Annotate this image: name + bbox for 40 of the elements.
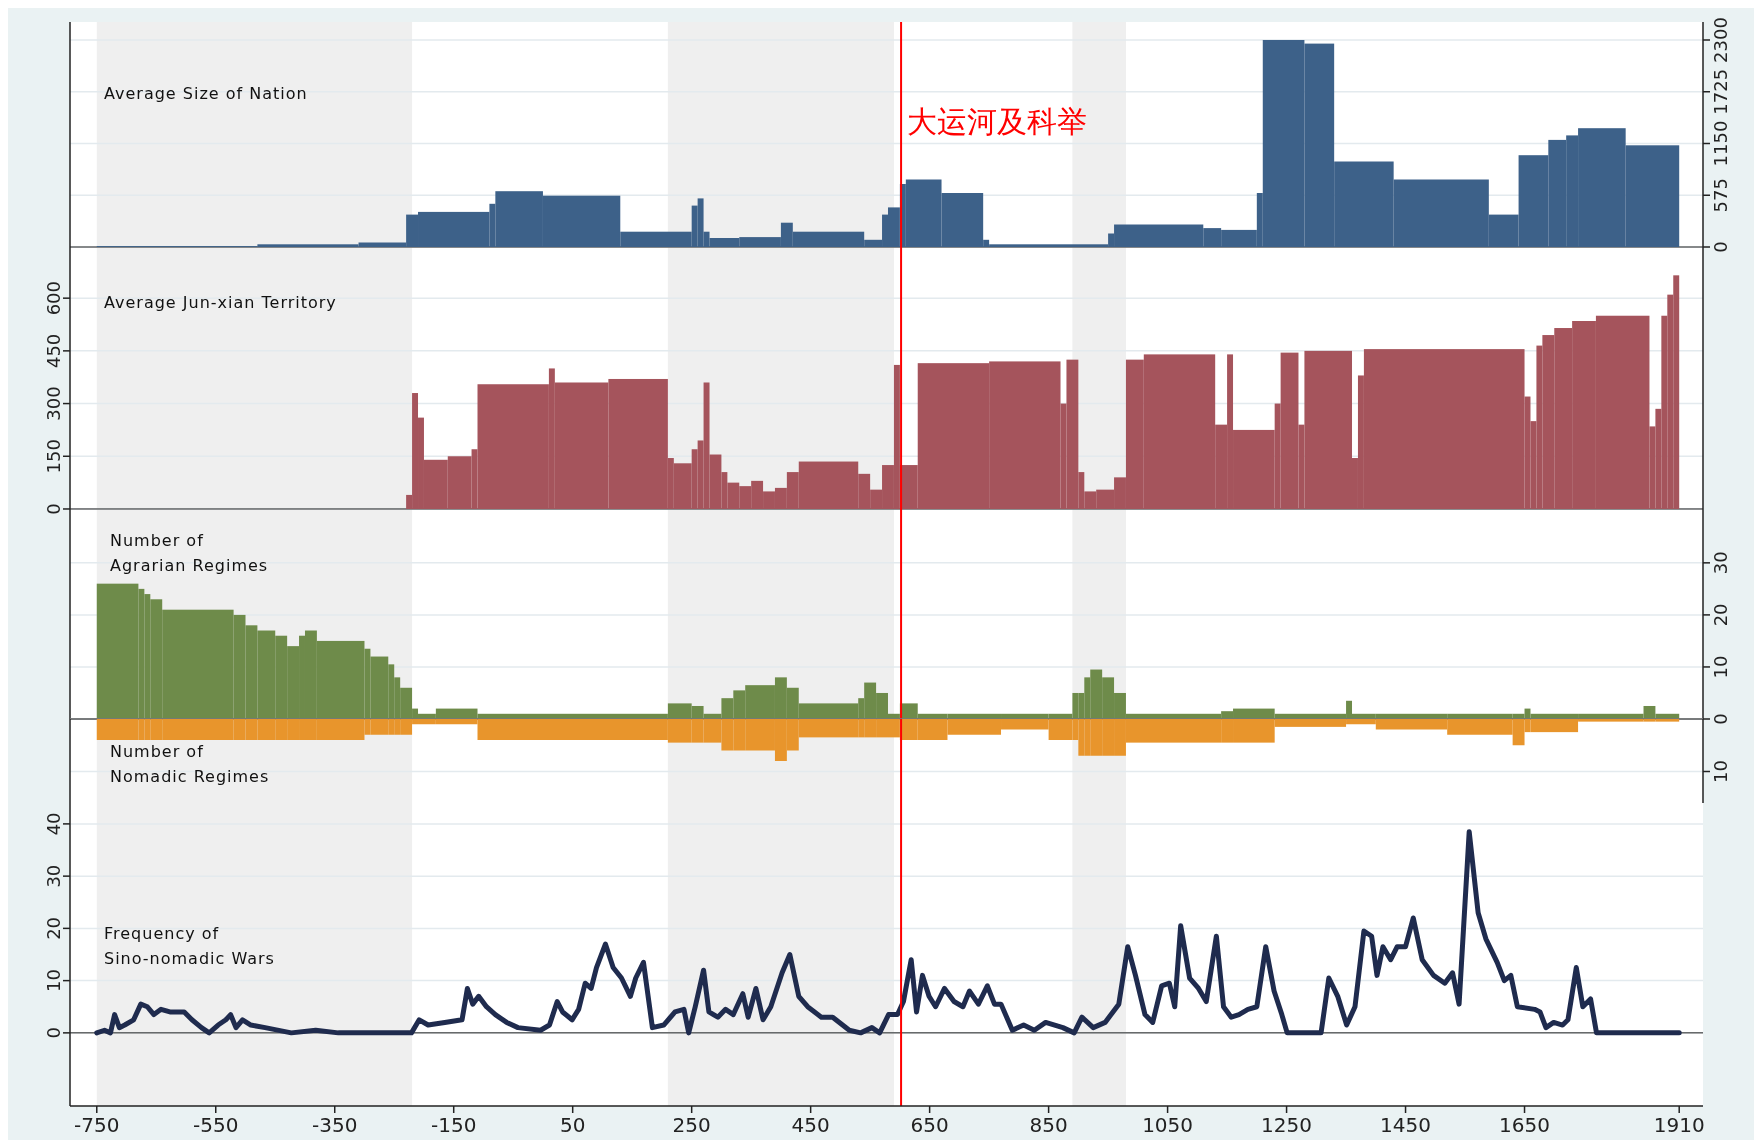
y2-tick-label: 0 — [1710, 241, 1731, 253]
y2-tick-label: 1150 — [1710, 120, 1731, 167]
x-tick-label: 1450 — [1380, 1113, 1431, 1137]
x-tick-label: -750 — [74, 1113, 120, 1137]
x-tick-label: -150 — [431, 1113, 477, 1137]
x-tick-label: -550 — [193, 1113, 239, 1137]
text: Average Size of Nation — [104, 84, 308, 104]
y-tick-label: 450 — [43, 333, 64, 369]
y-tick-label: 300 — [43, 386, 64, 421]
x-tick-label: -350 — [312, 1113, 358, 1137]
series-label: Number of Agrarian Regimes — [110, 531, 269, 575]
y-tick-label: 20 — [43, 916, 64, 940]
text: Frequency of Sino-nomadic Wars — [104, 924, 275, 969]
y-tick-label: 40 — [43, 812, 64, 836]
x-tick-label: 850 — [1029, 1113, 1068, 1137]
x-tick-label: 1910 — [1653, 1113, 1705, 1137]
y-tick-label: 0 — [43, 503, 64, 515]
y-tick-label: 30 — [43, 864, 64, 888]
y2-tick-label: 10 — [1710, 760, 1731, 783]
x-tick-label: 650 — [910, 1113, 949, 1137]
y2-tick-label: 20 — [1710, 603, 1731, 627]
y2-tick-label: 2300 — [1710, 17, 1731, 63]
x-tick-label: 250 — [672, 1113, 711, 1137]
x-tick-label: 1050 — [1142, 1113, 1194, 1137]
y-tick-label: 0 — [43, 1027, 64, 1039]
x-tick-label: 1250 — [1261, 1113, 1313, 1137]
ref-line-label: 大运河及科举 — [907, 105, 1088, 138]
y-tick-label: 10 — [43, 969, 64, 993]
y-tick-label: 150 — [43, 439, 64, 474]
y2-tick-label: 0 — [1710, 713, 1731, 725]
y2-tick-label: 10 — [1710, 655, 1731, 679]
series-label: Number of Nomadic Regimes — [110, 742, 270, 786]
y-tick-label: 600 — [43, 280, 64, 316]
text: Average Jun-xian Territory — [104, 293, 337, 312]
x-tick-label: 1650 — [1499, 1113, 1550, 1137]
y2-tick-label: 575 — [1710, 178, 1731, 213]
y2-tick-label: 30 — [1710, 551, 1731, 575]
x-tick-label: 50 — [559, 1113, 586, 1137]
x-tick-label: 450 — [791, 1113, 830, 1137]
y2-tick-label: 1725 — [1710, 68, 1731, 115]
